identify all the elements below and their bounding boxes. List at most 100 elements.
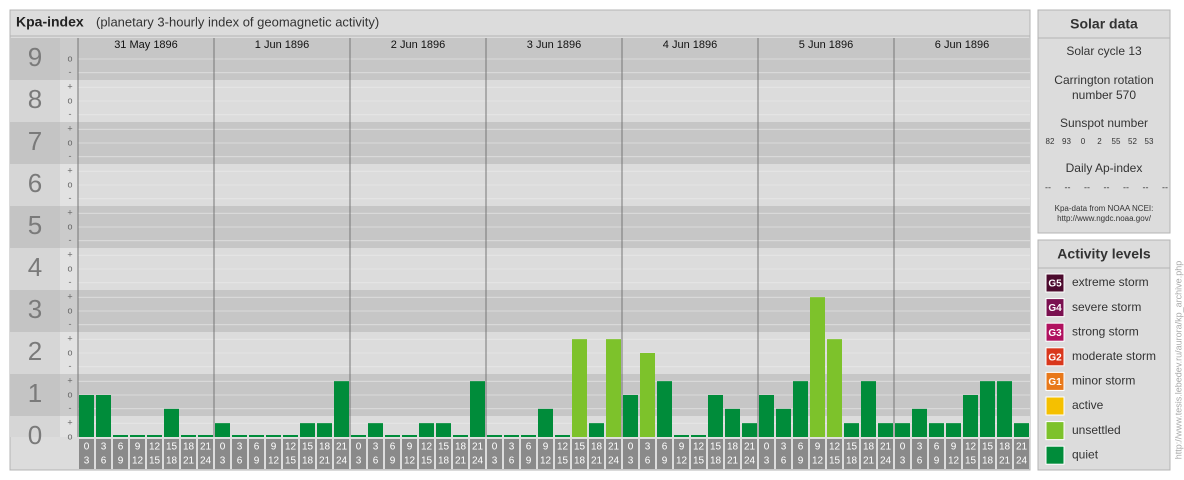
interval-to: 9 [118,456,124,467]
interval-box [113,439,128,469]
minor-tick-label: - [69,193,72,203]
interval-box [674,439,689,469]
interval-box [555,439,570,469]
ap-value: -- [1162,182,1168,192]
bar [640,353,655,437]
interval-from: 6 [798,442,804,453]
interval-from: 3 [101,442,107,453]
y-tick-label: 6 [28,168,42,198]
interval-box [878,439,893,469]
bar [589,423,604,437]
bar [402,435,417,437]
bar [878,423,893,437]
interval-from: 6 [526,442,532,453]
level-swatch [1045,347,1065,367]
minor-tick-label: o [67,221,72,231]
bar [657,381,672,437]
interval-to: 18 [574,456,586,467]
minor-tick-label: - [69,151,72,161]
bar [487,435,502,437]
interval-box [368,439,383,469]
ap-value: -- [1143,182,1149,192]
minor-tick-label: + [67,292,72,302]
minor-tick-label: - [69,67,72,77]
bar [538,408,553,437]
minor-tick-label: + [67,376,72,386]
interval-box [725,439,740,469]
interval-box [470,439,485,469]
interval-from: 6 [254,442,260,453]
interval-box [249,439,264,469]
bar [232,435,247,437]
level-band [60,38,78,80]
rotation: Carrington rotation [1054,73,1153,87]
bar [283,435,298,437]
bar [827,339,842,437]
interval-from: 12 [149,442,161,453]
interval-from: 12 [693,442,705,453]
sunspot-number: 2 [1097,137,1102,146]
interval-from: 9 [679,442,685,453]
interval-from: 9 [951,442,957,453]
interval-from: 15 [438,442,450,453]
interval-to: 21 [727,456,739,467]
bar [623,395,638,437]
interval-to: 24 [608,456,620,467]
level-label: active [1072,398,1104,412]
minor-tick-label: - [69,235,72,245]
interval-from: 12 [557,442,569,453]
interval-box [1014,439,1029,469]
bar [198,435,213,437]
level-band [60,248,78,290]
interval-to: 24 [1016,456,1028,467]
bar [130,435,145,437]
bar [997,381,1012,437]
level-band [60,206,78,248]
bar [249,435,264,437]
level-band [10,80,60,122]
interval-box [963,439,978,469]
day-label: 31 May 1896 [114,39,178,51]
interval-from: 0 [628,442,634,453]
level-band [10,374,60,416]
ap-title: Daily Ap-index [1066,161,1143,175]
interval-to: 6 [645,456,651,467]
minor-tick-label: o [67,431,72,441]
minor-tick-label: + [67,418,72,428]
bar [436,423,451,437]
interval-box [215,439,230,469]
minor-tick-label: - [69,319,72,329]
interval-to: 9 [934,456,940,467]
interval-box [895,439,910,469]
day-label: 4 Jun 1896 [663,39,717,51]
level-label: severe storm [1072,300,1141,314]
interval-from: 9 [135,442,141,453]
minor-tick-label: + [67,334,72,344]
interval-box [538,439,553,469]
minor-tick-label: + [67,82,72,92]
sunspot-title: Sunspot number [1060,116,1148,130]
interval-to: 9 [254,456,260,467]
interval-to: 12 [948,456,960,467]
interval-from: 15 [166,442,178,453]
minor-tick-label: + [67,208,72,218]
interval-box [283,439,298,469]
interval-box [147,439,162,469]
interval-to: 21 [999,456,1011,467]
level-band [60,80,78,122]
level-badge: G3 [1048,328,1062,339]
chart-subtitle: (planetary 3-hourly index of geomagnetic… [96,14,379,29]
interval-to: 18 [982,456,994,467]
sunspot-number: 52 [1128,137,1137,146]
bar [691,435,706,437]
interval-box [487,439,502,469]
interval-to: 21 [863,456,875,467]
level-swatch [1045,273,1065,293]
interval-from: 12 [421,442,433,453]
interval-to: 18 [302,456,314,467]
bar [708,395,723,437]
bar [96,395,111,437]
interval-from: 9 [407,442,413,453]
bar [759,395,774,437]
interval-box [572,439,587,469]
